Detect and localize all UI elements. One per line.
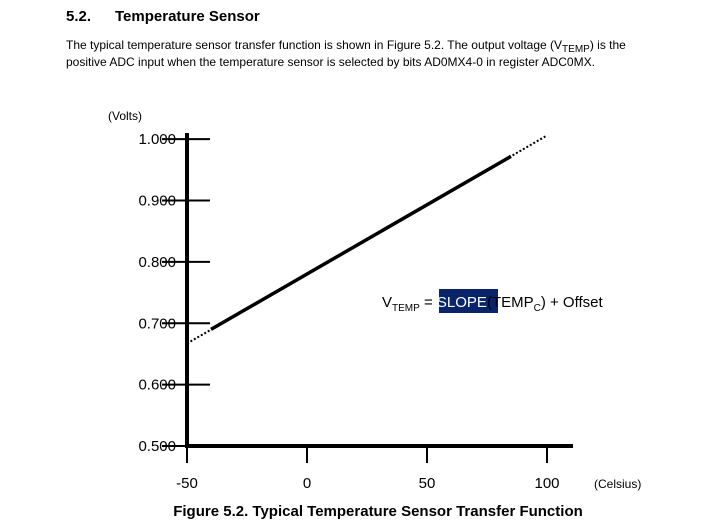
x-tick-label: 50 (419, 475, 436, 492)
y-tick-label: 0.900 (138, 193, 176, 210)
line (210, 154, 512, 331)
section-title: Temperature Sensor (115, 8, 260, 25)
caption: Figure 5.2. Typical Temperature Sensor T… (173, 503, 583, 520)
text: ) is the (590, 38, 626, 52)
y-tick-label: 0.500 (138, 438, 176, 455)
text: ) + Offset (541, 294, 604, 311)
section-number: 5.2. (66, 8, 91, 25)
paragraph-line: positive ADC input when the temperature … (66, 55, 595, 69)
y-tick-label: 1.000 (138, 131, 176, 148)
x-tick-label: 100 (534, 475, 559, 492)
y-tick-label: 0.800 (138, 254, 176, 271)
x-tick-label: 0 (303, 475, 311, 492)
y-tick-label: 0.700 (138, 315, 176, 332)
text: The typical temperature sensor transfer … (66, 38, 562, 52)
highlighted-text: SLOPE (437, 294, 487, 311)
x-axis-label: (Celsius) (594, 477, 641, 491)
y-axis-label: (Volts) (108, 109, 142, 123)
text: V (382, 294, 392, 311)
annotation: VTEMP = SLOPE(TEMPC) + Offset (382, 294, 604, 314)
subscript: TEMP (562, 44, 590, 55)
subscript: TEMP (392, 303, 420, 314)
subscript: C (534, 303, 541, 314)
highlight (439, 289, 498, 313)
paragraph-line: The typical temperature sensor transfer … (66, 38, 626, 55)
text: (TEMP (487, 294, 534, 311)
x-tick-label: -50 (176, 475, 198, 492)
text: = (420, 294, 437, 311)
y-tick-label: 0.600 (138, 377, 176, 394)
